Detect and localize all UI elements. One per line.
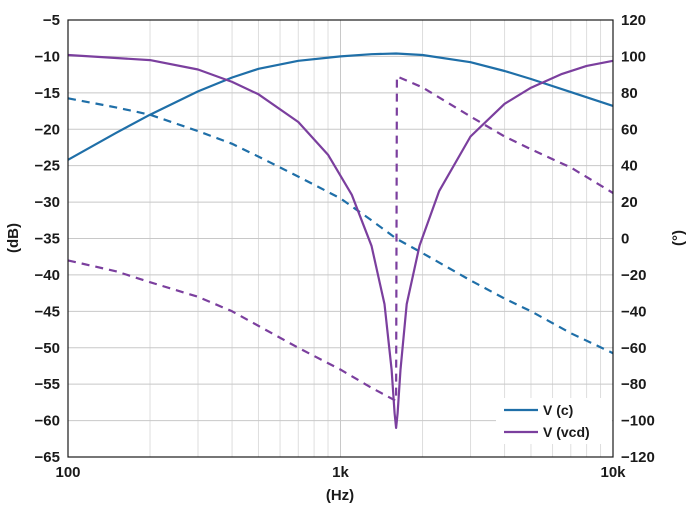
x-axis-title: (Hz): [326, 487, 354, 504]
y-right-tick-label: −80: [621, 376, 646, 393]
y-left-tick-label: −15: [35, 85, 60, 102]
x-tick-label: 100: [55, 464, 80, 481]
series-v-c-phase: [67, 97, 614, 355]
left-axis-ticks: −5 −10 −15 −20 −25 −30 −35 −40 −45 −50 −55 −60 −65: [35, 12, 60, 466]
y-left-tick-label: −10: [35, 48, 60, 65]
grid: [67, 19, 614, 458]
x-tick-label: 1k: [332, 464, 349, 481]
y-left-tick-label: −55: [35, 376, 60, 393]
legend-label-vvcd: V (vcd): [543, 424, 590, 440]
x-tick-label: 10k: [600, 464, 626, 481]
y-right-tick-label: −100: [621, 413, 655, 430]
y-right-tick-label: 20: [621, 194, 638, 211]
y-left-tick-label: −20: [35, 121, 60, 138]
y-right-tick-label: 120: [621, 12, 646, 29]
y-left-tick-label: −30: [35, 194, 60, 211]
y-left-tick-label: −40: [35, 267, 60, 284]
y-left-tick-label: −50: [35, 340, 60, 357]
y-right-tick-label: 0: [621, 231, 629, 248]
plot-frame: [67, 19, 614, 458]
y-right-tick-label: −20: [621, 267, 646, 284]
y-left-tick-label: −65: [35, 449, 60, 466]
y-right-tick-label: 100: [621, 48, 646, 65]
legend: V (c) V (vcd): [496, 398, 612, 444]
legend-box: [496, 398, 612, 444]
right-axis-ticks: 120 100 80 60 40 20 0 −20 −40 −60 −80 −100 −120: [621, 12, 655, 466]
series-layer: [67, 52, 614, 429]
y-right-tick-label: 80: [621, 85, 638, 102]
y-left-tick-label: −45: [35, 303, 60, 320]
y-left-tick-label: −25: [35, 158, 60, 175]
y-right-tick-label: −120: [621, 449, 655, 466]
x-axis-ticks: 100 1k 10k: [55, 464, 626, 481]
y-right-tick-label: −40: [621, 303, 646, 320]
y-right-axis-title: (°): [670, 230, 687, 246]
legend-label-vc: V (c): [543, 402, 573, 418]
y-left-tick-label: −35: [35, 231, 60, 248]
y-left-axis-title: (dB): [5, 223, 22, 253]
y-right-tick-label: −60: [621, 340, 646, 357]
series-v-vcd: [67, 53, 614, 429]
series-v-vcd-phase: [67, 75, 614, 402]
y-right-tick-label: 60: [621, 121, 638, 138]
y-left-tick-label: −5: [43, 12, 60, 29]
series-v-c: [67, 52, 614, 161]
y-left-tick-label: −60: [35, 413, 60, 430]
y-right-tick-label: 40: [621, 158, 638, 175]
